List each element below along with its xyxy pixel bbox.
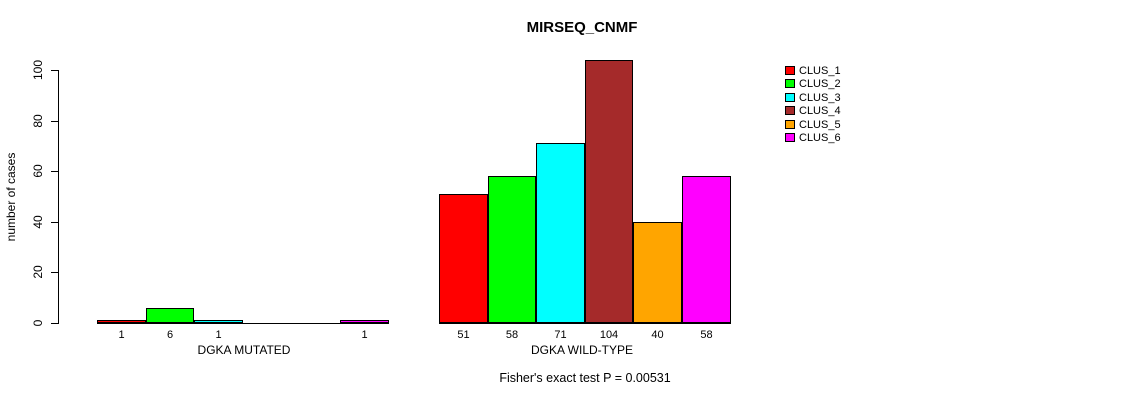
legend-item-clus_3: CLUS_3 bbox=[785, 91, 841, 104]
y-axis-tick bbox=[51, 171, 58, 172]
legend-swatch-icon bbox=[785, 133, 795, 142]
group-baseline bbox=[97, 323, 389, 324]
legend-swatch-icon bbox=[785, 120, 795, 129]
bar-value-label: 71 bbox=[554, 329, 567, 341]
bar-clus_4-wild-type bbox=[585, 60, 633, 323]
legend-swatch-icon bbox=[785, 79, 795, 88]
group-label-dgka-wild-type: DGKA WILD-TYPE bbox=[530, 343, 634, 357]
legend-swatch-icon bbox=[785, 106, 795, 115]
bar-value-label: 58 bbox=[700, 329, 713, 341]
legend-item-clus_6: CLUS_6 bbox=[785, 131, 841, 144]
y-axis-tick bbox=[51, 272, 58, 273]
legend-label: CLUS_5 bbox=[799, 118, 841, 131]
legend-item-clus_2: CLUS_2 bbox=[785, 77, 841, 90]
bar-value-label: 40 bbox=[651, 329, 664, 341]
bar-clus_1-mutated bbox=[97, 320, 146, 323]
fisher-test-footnote: Fisher's exact test P = 0.00531 bbox=[499, 371, 671, 385]
bar-clus_2-mutated bbox=[146, 308, 194, 323]
legend-label: CLUS_4 bbox=[799, 104, 841, 117]
legend-label: CLUS_2 bbox=[799, 77, 841, 90]
group-baseline bbox=[439, 323, 731, 324]
bar-clus_5-wild-type bbox=[633, 222, 682, 323]
y-axis-tick bbox=[51, 121, 58, 122]
y-axis-tick-label: 80 bbox=[31, 114, 45, 128]
legend-swatch-icon bbox=[785, 66, 795, 75]
bar-value-label: 6 bbox=[166, 329, 174, 341]
y-axis-tick bbox=[51, 323, 58, 324]
y-axis-tick bbox=[51, 222, 58, 223]
bar-clus_2-wild-type bbox=[488, 176, 536, 323]
y-axis-tick-label: 100 bbox=[31, 59, 45, 81]
legend-swatch-icon bbox=[785, 93, 795, 102]
y-axis-tick-label: 0 bbox=[31, 319, 45, 327]
y-axis-tick-label: 20 bbox=[31, 265, 45, 279]
bar-value-label: 58 bbox=[505, 329, 519, 341]
bar-value-label: 1 bbox=[118, 329, 125, 341]
group-label-dgka-mutated: DGKA MUTATED bbox=[197, 343, 291, 357]
bar-clus_1-wild-type bbox=[439, 194, 488, 323]
bar-clus_3-wild-type bbox=[536, 143, 585, 323]
legend-label: CLUS_6 bbox=[799, 131, 841, 144]
bar-clus_6-mutated bbox=[340, 320, 389, 323]
legend-label: CLUS_3 bbox=[799, 91, 841, 104]
bar-clus_6-wild-type bbox=[682, 176, 731, 323]
legend-item-clus_1: CLUS_1 bbox=[785, 64, 841, 77]
y-axis-line bbox=[58, 70, 59, 324]
legend-item-clus_5: CLUS_5 bbox=[785, 118, 841, 131]
y-axis-label: number of cases bbox=[4, 152, 18, 242]
bar-clus_3-mutated bbox=[194, 320, 243, 323]
y-axis-tick-label: 40 bbox=[31, 215, 45, 229]
chart-title: MIRSEQ_CNMF bbox=[526, 19, 638, 36]
bar-value-label: 51 bbox=[457, 329, 470, 341]
bar-value-label: 1 bbox=[361, 329, 368, 341]
y-axis-tick bbox=[51, 70, 58, 71]
legend-item-clus_4: CLUS_4 bbox=[785, 104, 841, 117]
y-axis-tick-label: 60 bbox=[31, 164, 45, 178]
bar-value-label: 1 bbox=[215, 329, 222, 341]
legend-label: CLUS_1 bbox=[799, 64, 841, 77]
bar-value-label: 104 bbox=[599, 329, 619, 341]
